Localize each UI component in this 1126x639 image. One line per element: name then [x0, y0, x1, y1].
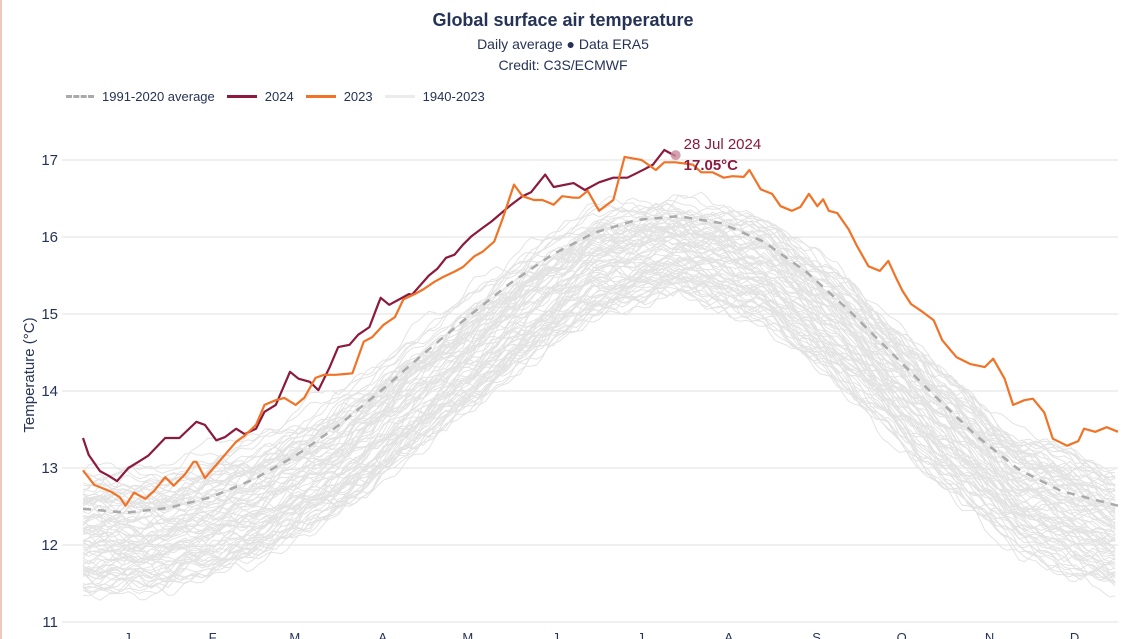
chart-title: Global surface air temperature: [432, 10, 694, 30]
legend-label-2023: 2023: [343, 89, 373, 104]
historical-year-line: [82, 203, 1116, 507]
historical-year-line: [82, 266, 1116, 574]
y-tick-label: 14: [41, 383, 58, 400]
legend-swatch-average: [66, 95, 94, 98]
historical-year-line: [82, 271, 1116, 577]
x-tick-label: M: [462, 630, 473, 639]
historical-year-line: [82, 274, 1116, 562]
y-tick-label: 15: [41, 306, 58, 323]
historical-lines: [82, 191, 1116, 601]
historical-year-line: [82, 268, 1116, 563]
historical-year-line: [82, 216, 1116, 521]
x-tick-label: F: [209, 630, 217, 639]
legend-label-average: 1991-2020 average: [102, 89, 215, 104]
series-line-2024[interactable]: [81, 148, 677, 483]
x-tick-label: A: [724, 630, 733, 639]
legend-label-2024: 2024: [264, 89, 294, 104]
annotation-value: 17.05°C: [684, 157, 739, 174]
annotation-date: 28 Jul 2024: [684, 136, 762, 153]
legend-swatch-2023: [305, 95, 336, 98]
historical-year-line: [82, 218, 1116, 508]
historical-year-line: [82, 226, 1116, 524]
y-tick-label: 16: [41, 229, 58, 246]
legend-swatch-2024: [226, 95, 257, 98]
legend-label-historical: 1940-2023: [422, 89, 485, 104]
historical-year-line: [82, 239, 1116, 531]
historical-year-line: [82, 253, 1116, 553]
legend-item-average[interactable]: 1991-2020 average: [66, 89, 215, 104]
x-tick-label: N: [985, 630, 994, 639]
historical-year-line: [82, 194, 1116, 491]
legend-item-historical[interactable]: 1940-2023: [384, 89, 485, 104]
y-axis-label: Temperature (°C): [21, 317, 38, 432]
historical-year-line: [82, 274, 1116, 590]
annotation-marker[interactable]: [670, 150, 681, 161]
x-tick-label: A: [378, 630, 387, 639]
historical-year-line: [82, 202, 1116, 497]
historical-year-line: [82, 272, 1116, 564]
chart-subtitle: Daily average ● Data ERA5: [477, 36, 649, 52]
historical-year-line: [83, 277, 1116, 558]
left-edge-border: [0, 0, 2, 639]
historical-year-line: [82, 197, 1116, 477]
series-line-2023[interactable]: [82, 155, 1119, 507]
x-tick-label: M: [289, 630, 300, 639]
x-tick-label: O: [897, 630, 907, 639]
x-tick-label: J: [552, 630, 559, 639]
legend-item-2024[interactable]: 2024: [226, 89, 294, 104]
legend: 1991-2020 average 2024 2023 1940-2023: [66, 89, 497, 104]
historical-year-line: [82, 247, 1116, 564]
historical-year-line: [82, 242, 1116, 532]
series-lines: [81, 148, 1119, 514]
historical-year-line: [82, 274, 1116, 573]
y-axis-ticks: 11 12 13 14 15 16 17: [41, 152, 58, 631]
x-tick-label: J: [638, 630, 645, 639]
historical-year-line: [82, 273, 1116, 595]
legend-swatch-historical: [384, 95, 415, 98]
historical-year-line: [82, 254, 1116, 559]
y-tick-label: 17: [41, 152, 58, 169]
annotation: 28 Jul 2024 17.05°C: [670, 136, 762, 174]
historical-year-line: [82, 209, 1116, 514]
historical-year-line: [82, 275, 1116, 581]
x-tick-label: J: [124, 630, 131, 639]
historical-year-line: [82, 216, 1116, 504]
historical-year-line: [82, 254, 1116, 565]
historical-year-line: [82, 231, 1116, 552]
historical-year-line: [82, 199, 1116, 493]
y-tick-label: 13: [41, 460, 58, 477]
y-tick-label: 11: [42, 614, 58, 631]
chart-credit: Credit: C3S/ECMWF: [498, 57, 628, 73]
x-tick-label: S: [812, 630, 821, 639]
legend-item-2023[interactable]: 2023: [305, 89, 373, 104]
y-tick-label: 12: [41, 537, 58, 554]
x-tick-label: D: [1070, 630, 1079, 639]
historical-year-line: [82, 286, 1116, 597]
